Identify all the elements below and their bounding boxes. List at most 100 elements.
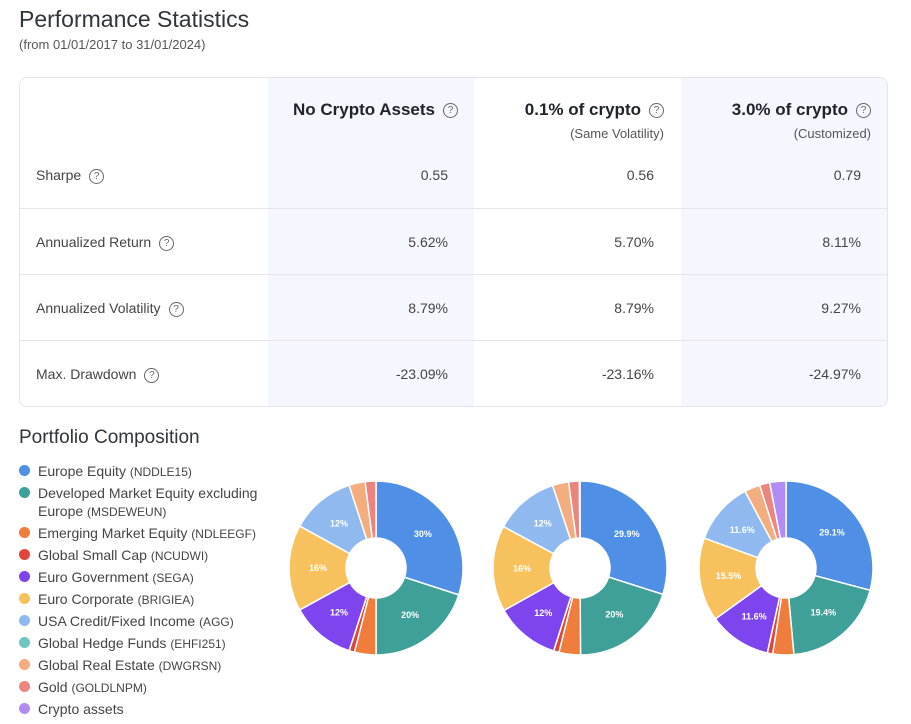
slice-label: 20% (605, 610, 623, 620)
pie-slice[interactable] (579, 480, 668, 596)
pie-slice[interactable] (375, 480, 464, 596)
pie-slice[interactable] (288, 525, 351, 611)
slice-label: 11.6% (730, 525, 755, 535)
question-circle-icon[interactable]: ? (168, 301, 184, 317)
legend-swatch (19, 487, 30, 498)
slice-label: 11.6% (742, 611, 767, 621)
column-title: 0.1% of crypto (524, 100, 641, 119)
row-value: 8.11% (822, 234, 861, 250)
slice-label: 16% (513, 563, 531, 573)
question-circle-icon[interactable]: ? (144, 367, 160, 383)
pie-slice[interactable] (492, 525, 555, 612)
legend-item[interactable]: Euro Government (SEGA) (19, 568, 279, 587)
table-row: Sharpe? 0.55 0.56 0.79 (20, 142, 887, 208)
slice-label: 12% (330, 518, 348, 528)
legend-label: Global Small Cap (38, 547, 147, 563)
legend-code: (MSDEWEUN) (87, 505, 167, 519)
pie-slice[interactable] (787, 574, 872, 656)
legend-swatch (19, 703, 30, 714)
pie-slice[interactable] (364, 480, 377, 540)
slice-label: 12% (534, 519, 552, 529)
column-shade (268, 78, 474, 406)
legend-label: Gold (38, 679, 68, 695)
question-circle-icon[interactable]: ? (649, 103, 664, 119)
pie-slice[interactable] (375, 576, 460, 656)
legend-label: Global Real Estate (38, 657, 155, 673)
slice-label: 12% (534, 608, 552, 618)
slice-label: 19.4% (811, 607, 837, 617)
column-header: 0.1% of crypto? (474, 100, 664, 120)
column-shade (681, 78, 887, 406)
legend-code: (NCUDWI) (150, 549, 209, 563)
legend-label: Europe Equity (38, 463, 126, 479)
legend-item[interactable]: Crypto assets (19, 700, 279, 719)
legend-code: (DWGRSN) (158, 659, 222, 673)
legend-item[interactable]: Global Hedge Funds (EHFI251) (19, 634, 279, 653)
legend-label: Emerging Market Equity (38, 525, 188, 541)
legend-swatch (19, 593, 30, 604)
row-value: 0.55 (420, 167, 448, 183)
legend-item[interactable]: Global Real Estate (DWGRSN) (19, 656, 279, 675)
legend-code: (BRIGIEA) (137, 593, 195, 607)
row-label: Sharpe? (36, 142, 105, 208)
column-header: 3.0% of crypto? (681, 100, 871, 120)
slice-label: 29.1% (819, 528, 845, 538)
question-circle-icon[interactable]: ? (89, 168, 105, 184)
legend-swatch (19, 571, 30, 582)
legend-label: USA Credit/Fixed Income (38, 613, 196, 629)
legend-swatch (19, 465, 30, 476)
legend-swatch (19, 659, 30, 670)
legend-swatch (19, 527, 30, 538)
pie-slice[interactable] (579, 576, 664, 656)
column-subtitle: (Customized) (793, 126, 871, 141)
slice-label: 29.9% (614, 529, 640, 539)
slice-label: 20% (401, 610, 419, 620)
pie-slice[interactable] (768, 480, 787, 540)
row-value: 8.79% (614, 300, 654, 316)
performance-table: No Crypto Assets? 0.1% of crypto? (Same Vo… (19, 77, 888, 407)
legend-item[interactable]: Emerging Market Equity (NDLEEGF) (19, 524, 279, 543)
pie-slice[interactable] (578, 480, 581, 539)
legend: Europe Equity (NDDLE15) Developed Market … (19, 462, 279, 722)
question-circle-icon[interactable]: ? (443, 103, 458, 119)
row-value: 5.70% (614, 234, 654, 250)
legend-label: Euro Government (38, 569, 149, 585)
legend-code: (EHFI251) (170, 637, 226, 651)
legend-label: Developed Market Equity excluding Europe (38, 485, 258, 519)
row-value: 5.62% (408, 234, 448, 250)
column-title: 3.0% of crypto (731, 100, 848, 119)
row-label: Annualized Volatility? (36, 275, 184, 341)
legend-code: (AGG) (199, 615, 234, 629)
date-range: (from 01/01/2017 to 31/01/2024) (19, 37, 206, 52)
question-circle-icon[interactable]: ? (159, 235, 175, 251)
legend-swatch (19, 637, 30, 648)
slice-label: 12% (330, 608, 348, 618)
row-value: -24.97% (808, 366, 861, 382)
row-value: 8.79% (408, 300, 448, 316)
row-label: Annualized Return? (36, 209, 175, 275)
slice-label: 30% (414, 529, 432, 539)
column-header: No Crypto Assets? (268, 100, 458, 120)
legend-item[interactable]: Gold (GOLDLNPM) (19, 678, 279, 697)
row-label: Max. Drawdown? (36, 341, 160, 406)
legend-label: Global Hedge Funds (38, 635, 167, 651)
legend-swatch (19, 615, 30, 626)
slice-label: 15.5% (716, 571, 742, 581)
pie-slice[interactable] (785, 480, 874, 592)
column-title: No Crypto Assets (292, 100, 435, 119)
legend-item[interactable]: Developed Market Equity excluding Europe… (19, 484, 279, 521)
row-value: -23.09% (395, 366, 448, 382)
row-value: -23.16% (601, 366, 654, 382)
row-value: 0.56 (626, 167, 654, 183)
question-circle-icon[interactable]: ? (856, 103, 871, 119)
legend-code: (GOLDLNPM) (71, 681, 147, 695)
legend-code: (NDLEEGF) (191, 527, 256, 541)
slice-label: 16% (309, 563, 327, 573)
composition-title: Portfolio Composition (19, 427, 200, 448)
legend-item[interactable]: Euro Corporate (BRIGIEA) (19, 590, 279, 609)
legend-item[interactable]: USA Credit/Fixed Income (AGG) (19, 612, 279, 631)
legend-item[interactable]: Europe Equity (NDDLE15) (19, 462, 279, 481)
legend-item[interactable]: Global Small Cap (NCUDWI) (19, 546, 279, 565)
legend-label: Crypto assets (38, 701, 124, 717)
